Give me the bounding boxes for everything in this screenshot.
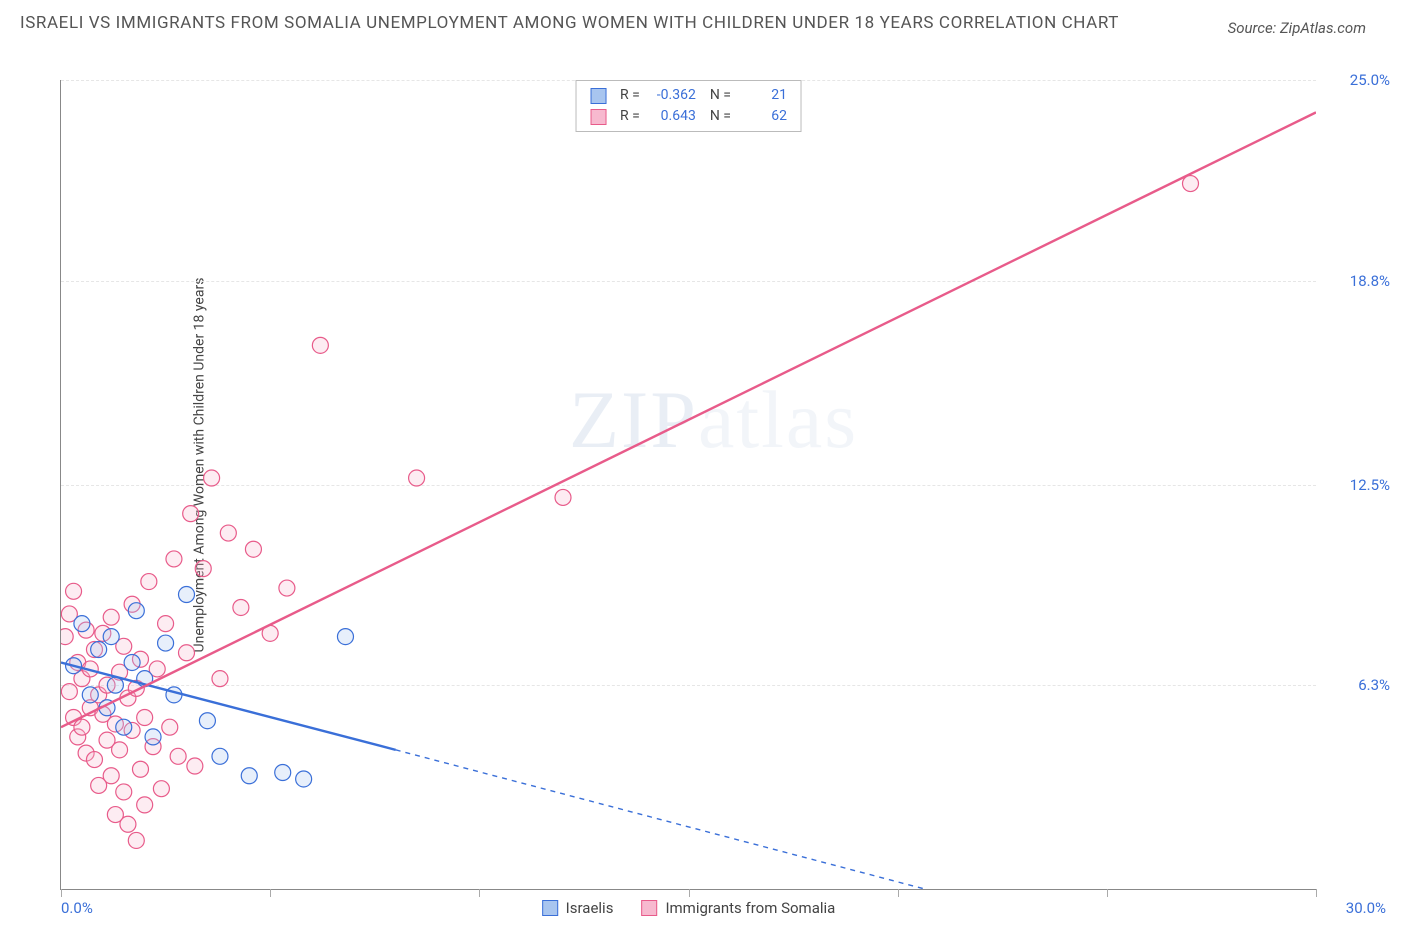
swatch-somalia bbox=[590, 109, 606, 125]
stats-row-somalia: R = 0.643 N = 62 bbox=[590, 106, 787, 127]
swatch-israelis-icon bbox=[542, 900, 558, 916]
y-tick-label: 6.3% bbox=[1330, 676, 1390, 694]
swatch-israelis bbox=[590, 88, 606, 104]
chart-title: ISRAELI VS IMMIGRANTS FROM SOMALIA UNEMP… bbox=[20, 10, 1119, 37]
x-axis-min-label: 0.0% bbox=[61, 899, 93, 917]
legend-item-somalia: Immigrants from Somalia bbox=[641, 899, 835, 917]
chart-plot-area: ZIPatlas R = -0.362 N = 21 R = 0.643 N =… bbox=[60, 80, 1316, 890]
stats-row-israelis: R = -0.362 N = 21 bbox=[590, 85, 787, 106]
scatter-plot-svg bbox=[61, 80, 1316, 889]
y-tick-label: 12.5% bbox=[1330, 476, 1390, 494]
legend-item-israelis: Israelis bbox=[542, 899, 614, 917]
y-tick-label: 25.0% bbox=[1330, 71, 1390, 89]
source-attribution: Source: ZipAtlas.com bbox=[1228, 19, 1366, 37]
series-legend: Israelis Immigrants from Somalia bbox=[542, 899, 836, 917]
x-axis-max-label: 30.0% bbox=[1346, 899, 1386, 917]
y-tick-label: 18.8% bbox=[1330, 272, 1390, 290]
swatch-somalia-icon bbox=[641, 900, 657, 916]
stats-legend: R = -0.362 N = 21 R = 0.643 N = 62 bbox=[575, 80, 802, 132]
